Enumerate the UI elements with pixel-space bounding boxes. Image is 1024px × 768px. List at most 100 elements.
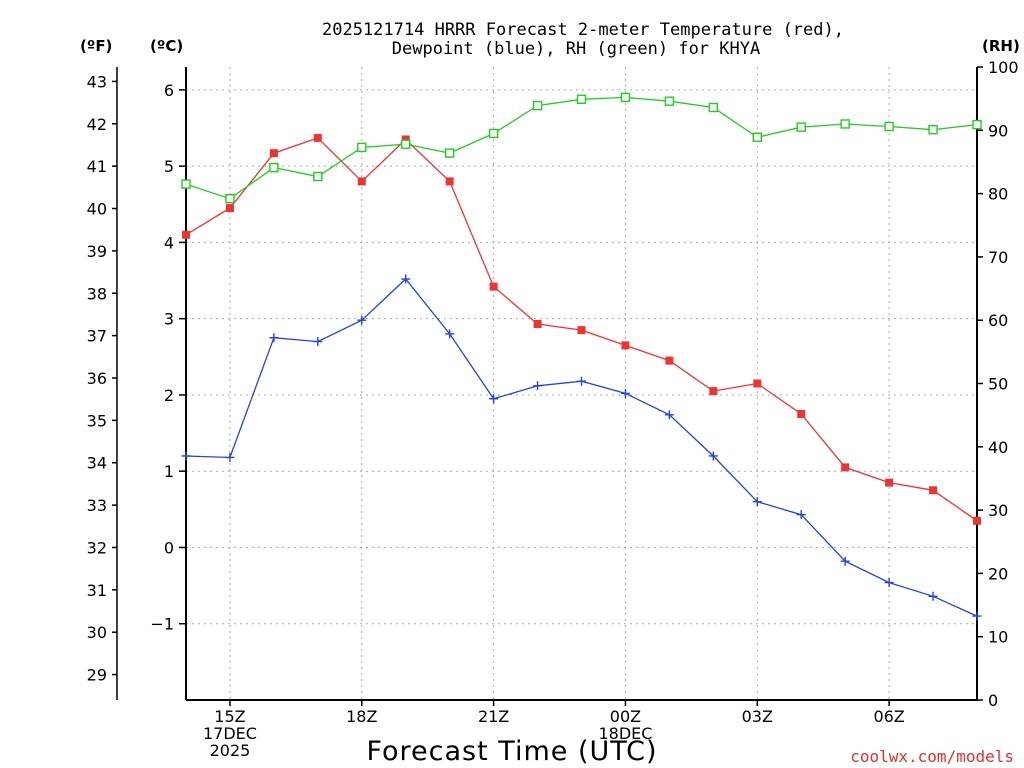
dewpoint-data-point — [577, 376, 586, 386]
fahrenheit-tick-label: 39 — [87, 242, 107, 261]
fahrenheit-tick-label: 43 — [87, 72, 107, 91]
rh-data-point — [181, 179, 191, 189]
x-tick-label: 06Z — [873, 707, 904, 726]
rh-series-line — [185, 96, 978, 200]
fahrenheit-tick-label: 37 — [87, 327, 107, 346]
rh-data-point — [576, 94, 587, 104]
rh-data-point — [401, 139, 411, 149]
rh-data-point — [313, 171, 323, 182]
dewpoint-data-point — [620, 388, 630, 398]
dewpoint-data-point — [313, 337, 323, 347]
temperature-data-point — [577, 326, 586, 335]
temperature-data-point — [797, 410, 806, 419]
temperature-data-point — [489, 282, 498, 291]
rh-data-point — [620, 92, 631, 103]
dewpoint-data-point — [445, 329, 455, 339]
temperature-data-point — [973, 516, 981, 525]
temperature-data-point — [665, 356, 674, 365]
celsius-unit-label: (ºC) — [150, 37, 183, 55]
dewpoint-data-point — [401, 274, 411, 284]
fahrenheit-tick-label: 34 — [87, 454, 107, 473]
fahrenheit-tick-label: 32 — [87, 538, 107, 557]
fahrenheit-tick-label: 41 — [87, 157, 107, 176]
chart-title: 2025121714 HRRR Forecast 2-meter Tempera… — [322, 20, 844, 40]
dewpoint-data-point — [269, 333, 279, 343]
rh-tick-label: 0 — [988, 691, 998, 710]
temperature-data-point — [753, 379, 762, 388]
rh-tick-label: 90 — [988, 121, 1008, 140]
temperature-data-point — [885, 478, 894, 487]
chart-subtitle: Dewpoint (blue), RH (green) for KHYA — [392, 39, 760, 59]
x-tick-label: 17DEC — [203, 724, 257, 743]
rh-data-point — [444, 148, 455, 158]
fahrenheit-tick-label: 35 — [87, 411, 107, 430]
fahrenheit-tick-label: 40 — [87, 200, 107, 219]
fahrenheit-unit-label: (ºF) — [80, 37, 112, 55]
dewpoint-data-point — [181, 451, 191, 461]
temperature-data-point — [269, 149, 278, 158]
rh-data-point — [796, 122, 806, 132]
rh-data-point — [840, 119, 850, 129]
rh-data-point — [752, 132, 762, 142]
fahrenheit-tick-label: 29 — [87, 666, 107, 685]
rh-data-point — [488, 128, 499, 139]
dewpoint-data-point — [225, 452, 235, 462]
fahrenheit-tick-label: 36 — [87, 369, 107, 388]
dewpoint-data-point — [489, 394, 499, 404]
dewpoint-data-point — [357, 315, 367, 325]
fahrenheit-tick-label: 31 — [87, 581, 107, 600]
rh-data-point — [884, 121, 894, 132]
rh-tick-label: 70 — [988, 248, 1008, 267]
celsius-tick-label: 0 — [164, 538, 174, 557]
dewpoint-data-point — [533, 381, 543, 391]
dewpoint-data-point — [708, 451, 718, 461]
x-tick-label: 2025 — [210, 741, 251, 760]
celsius-tick-label: −1 — [150, 615, 174, 634]
x-tick-label: 00Z — [610, 707, 641, 726]
rh-data-point — [928, 124, 938, 135]
rh-tick-label: 60 — [988, 311, 1008, 330]
temperature-data-point — [841, 463, 850, 472]
temperature-data-point — [182, 230, 190, 239]
dewpoint-data-point — [840, 556, 850, 566]
celsius-tick-label: 5 — [164, 157, 174, 176]
dewpoint-data-point — [664, 410, 674, 420]
fahrenheit-tick-label: 42 — [87, 115, 107, 134]
rh-data-point — [708, 102, 719, 113]
rh-tick-label: 40 — [988, 438, 1008, 457]
rh-data-point — [532, 100, 543, 111]
rh-data-point — [664, 96, 675, 106]
fahrenheit-tick-label: 38 — [87, 284, 107, 303]
rh-tick-label: 30 — [988, 501, 1008, 520]
fahrenheit-tick-label: 30 — [87, 623, 107, 642]
dewpoint-data-point — [928, 591, 938, 601]
x-tick-label: 18Z — [346, 707, 377, 726]
x-tick-label: 03Z — [742, 707, 773, 726]
dewpoint-data-point — [884, 578, 894, 588]
rh-data-point — [269, 162, 279, 173]
rh-tick-label: 100 — [988, 58, 1019, 77]
rh-tick-label: 80 — [988, 185, 1008, 204]
dewpoint-data-point — [972, 611, 982, 621]
rh-data-point — [357, 142, 367, 153]
dewpoint-data-point — [752, 497, 762, 507]
rh-unit-label: (RH) — [982, 37, 1020, 55]
rh-tick-label: 20 — [988, 564, 1008, 583]
series-layer — [181, 92, 982, 621]
celsius-tick-label: 3 — [164, 310, 174, 329]
x-tick-label: 15Z — [214, 707, 245, 726]
x-tick-label: 21Z — [478, 707, 509, 726]
celsius-tick-label: 1 — [164, 462, 174, 481]
temperature-data-point — [709, 387, 718, 396]
x-tick-label: 18DEC — [598, 724, 652, 743]
rh-tick-label: 10 — [988, 628, 1008, 647]
temperature-data-point — [533, 320, 542, 329]
fahrenheit-tick-label: 33 — [87, 496, 107, 515]
temperature-data-point — [225, 204, 234, 213]
temperature-data-point — [401, 135, 410, 144]
rh-data-point — [972, 119, 982, 130]
x-axis-label: Forecast Time (UTC) — [366, 736, 657, 767]
temperature-data-point — [357, 177, 366, 186]
